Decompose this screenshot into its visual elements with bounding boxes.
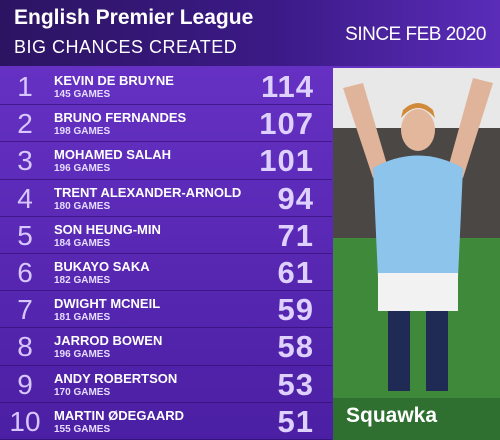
- player-name: ANDY ROBERTSON: [54, 370, 178, 386]
- ranking-row: 1 KEVIN DE BRUYNE 145 GAMES 114: [0, 68, 332, 106]
- period: SINCE FEB 2020: [345, 24, 486, 45]
- player-name: MARTIN ØDEGAARD: [54, 407, 184, 423]
- title: English Premier League: [14, 6, 254, 29]
- big-chances: 101: [259, 143, 314, 179]
- big-chances: 51: [277, 403, 314, 439]
- ranking-row: 4 TRENT ALEXANDER-ARNOLD 180 GAMES 94: [0, 180, 332, 217]
- rank: 10: [9, 405, 41, 437]
- ranking-row: 3 MOHAMED SALAH 196 GAMES 101: [0, 142, 332, 180]
- big-chances: 61: [277, 254, 314, 290]
- big-chances: 107: [259, 106, 314, 142]
- games-played: 155 GAMES: [54, 423, 111, 435]
- player-photo: [333, 68, 500, 440]
- games-played: 145 GAMES: [54, 89, 111, 100]
- games-played: 184 GAMES: [54, 237, 111, 249]
- games-played: 170 GAMES: [54, 386, 111, 398]
- rank: 7: [17, 294, 33, 326]
- rank: 6: [17, 256, 33, 288]
- rank: 2: [17, 108, 33, 140]
- big-chances: 114: [260, 69, 314, 104]
- rank: 3: [17, 145, 33, 177]
- games-played: 196 GAMES: [54, 163, 111, 175]
- ranking-row: 7 DWIGHT MCNEIL 181 GAMES 59: [0, 291, 332, 329]
- ranking-row: 9 ANDY ROBERTSON 170 GAMES 53: [0, 366, 332, 403]
- player-name: DWIGHT MCNEIL: [54, 296, 161, 312]
- ranking-row: 2 BRUNO FERNANDES 198 GAMES 107: [0, 105, 332, 143]
- big-chances: 59: [277, 292, 314, 328]
- ranking-row: 8 JARROD BOWEN 196 GAMES 58: [0, 328, 332, 366]
- ranking-row: 10 MARTIN ØDEGAARD 155 GAMES 51: [0, 403, 332, 440]
- games-played: 182 GAMES: [54, 274, 111, 286]
- rank: 4: [17, 182, 33, 214]
- player-name: TRENT ALEXANDER-ARNOLD: [54, 184, 242, 200]
- player-name: JARROD BOWEN: [54, 333, 163, 349]
- games-played: 181 GAMES: [54, 312, 111, 324]
- rank: 9: [17, 368, 33, 400]
- subtitle: BIG CHANCES CREATED: [14, 37, 238, 57]
- player-name: BRUNO FERNANDES: [54, 110, 187, 126]
- player-name: MOHAMED SALAH: [54, 147, 171, 163]
- games-played: 198 GAMES: [54, 126, 111, 138]
- player-name: KEVIN DE BRUYNE: [54, 73, 174, 88]
- brand-logo: Squawka: [346, 404, 438, 427]
- rank: 8: [17, 331, 33, 363]
- big-chances: 53: [277, 366, 314, 402]
- ranking-list: 1 KEVIN DE BRUYNE 145 GAMES 114 2 BRUNO FERNA…: [0, 68, 332, 440]
- rank: 5: [17, 219, 33, 251]
- player-name: BUKAYO SAKA: [54, 258, 150, 274]
- big-chances: 71: [277, 217, 314, 253]
- games-played: 180 GAMES: [54, 200, 111, 212]
- games-played: 196 GAMES: [54, 349, 111, 361]
- player-name: SON HEUNG-MIN: [54, 221, 161, 237]
- ranking-row: 5 SON HEUNG-MIN 184 GAMES 71: [0, 217, 332, 254]
- ranking-row: 6 BUKAYO SAKA 182 GAMES 61: [0, 254, 332, 292]
- header: English Premier League BIG CHANCES CREAT…: [0, 0, 500, 66]
- rank: 1: [17, 71, 33, 102]
- big-chances: 94: [277, 180, 314, 216]
- big-chances: 58: [277, 329, 314, 365]
